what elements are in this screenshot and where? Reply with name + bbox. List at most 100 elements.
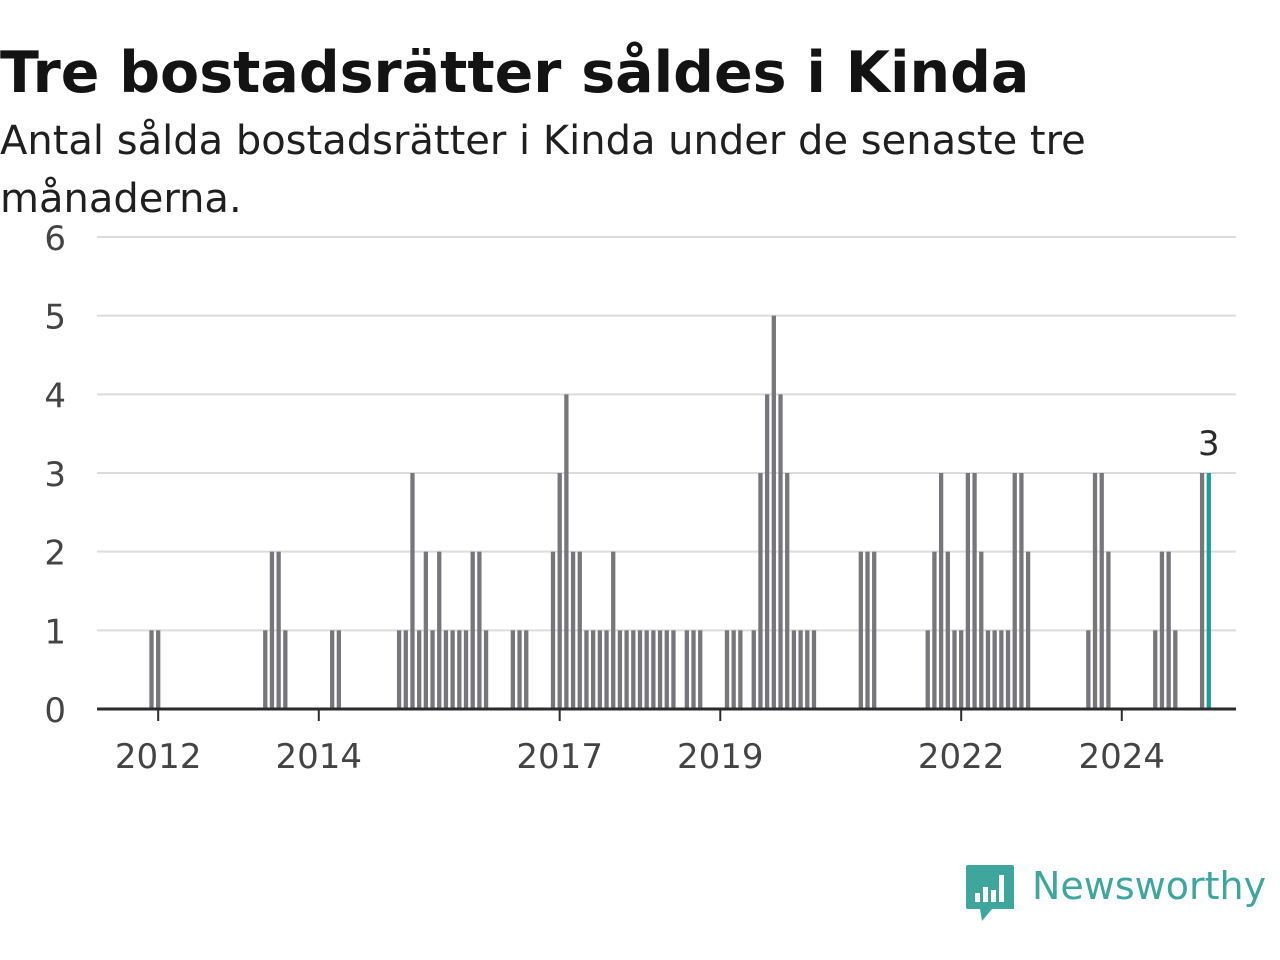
bar [1086, 630, 1091, 709]
bar [330, 630, 335, 709]
bar [778, 394, 783, 709]
bar [691, 630, 696, 709]
bar [771, 315, 776, 709]
bar [985, 630, 991, 709]
bar [999, 630, 1004, 709]
bar [684, 630, 689, 709]
bar [283, 630, 288, 709]
bar [591, 630, 596, 709]
x-tick-label: 2022 [918, 737, 1005, 777]
bar [510, 630, 515, 709]
x-tick-label: 2017 [516, 737, 603, 777]
bar [992, 630, 997, 709]
bar [858, 551, 863, 709]
bar [811, 630, 817, 709]
bar [972, 473, 977, 709]
bar [1106, 551, 1111, 709]
x-tick-label: 2019 [677, 737, 764, 777]
bar-chart: 0 1 2 3 4 5 6 2012 2014 2017 2019 2022 2024 3 [44, 219, 1236, 777]
bar [557, 473, 562, 709]
bar [1159, 551, 1165, 709]
bar [617, 630, 623, 709]
bar [276, 551, 281, 709]
chart-subtitle: Antal sålda bostadsrätter i Kinda under … [0, 118, 1086, 222]
bar [336, 630, 342, 709]
bar [524, 630, 529, 709]
bar [443, 630, 449, 709]
bar [959, 630, 964, 709]
bar [657, 630, 663, 709]
bar [1173, 630, 1178, 709]
bar [664, 630, 669, 709]
bar [637, 630, 643, 709]
x-tick-label: 2024 [1079, 737, 1166, 777]
bar [1012, 473, 1017, 709]
bar [872, 551, 877, 709]
bar [751, 630, 756, 709]
bar [570, 551, 576, 709]
bar [1099, 473, 1104, 709]
bar [437, 551, 442, 709]
bar [1153, 630, 1158, 709]
bar [764, 394, 770, 709]
brand-name: Newsworthy [1032, 864, 1267, 908]
bar [731, 630, 736, 709]
bar [417, 630, 422, 709]
bar [584, 630, 589, 709]
chart-title: Tre bostadsrätter såldes i Kinda [0, 40, 1030, 106]
bar [624, 630, 629, 709]
bar [457, 630, 462, 709]
bar [423, 551, 429, 709]
bar [463, 630, 469, 709]
y-tick-label: 4 [44, 376, 66, 416]
bar [550, 551, 556, 709]
bar [597, 630, 602, 709]
bar [470, 551, 475, 709]
bar [517, 630, 522, 709]
newsworthy-logo-icon [966, 865, 1014, 921]
bar [450, 630, 455, 709]
y-tick-label: 3 [44, 455, 66, 495]
bar [477, 551, 482, 709]
bar [149, 630, 154, 709]
y-tick-label: 0 [44, 691, 66, 731]
bar [698, 630, 703, 709]
bar [1019, 473, 1024, 709]
y-tick-label: 1 [44, 612, 66, 652]
bar [631, 630, 636, 709]
bar [979, 551, 984, 709]
bar [644, 630, 649, 709]
bar [865, 551, 870, 709]
bar [430, 630, 435, 709]
bar [156, 630, 161, 709]
bar [1206, 473, 1211, 709]
bar [410, 473, 415, 709]
bar [1092, 473, 1098, 709]
y-tick-label: 6 [44, 219, 66, 259]
bar [651, 630, 656, 709]
bar [738, 630, 743, 709]
bar [1025, 551, 1031, 709]
bar [965, 473, 971, 709]
bar [798, 630, 803, 709]
x-tick-label: 2014 [276, 737, 363, 777]
bar [263, 630, 268, 709]
bar [483, 630, 489, 709]
bars [149, 315, 1211, 709]
bar [269, 551, 275, 709]
last-value-label: 3 [1198, 424, 1220, 464]
bar [938, 473, 944, 709]
bar [758, 473, 763, 709]
brand-logo: Newsworthy [964, 862, 1266, 926]
y-tick-label: 2 [44, 534, 66, 574]
bar [724, 630, 730, 709]
bar [577, 551, 582, 709]
bar [952, 630, 957, 709]
y-tick-label: 5 [44, 298, 66, 338]
bar [564, 394, 569, 709]
x-axis-ticks: 2012 2014 2017 2019 2022 2024 [115, 709, 1165, 777]
bar [932, 551, 937, 709]
bar [403, 630, 408, 709]
bar [925, 630, 930, 709]
bar [945, 551, 950, 709]
